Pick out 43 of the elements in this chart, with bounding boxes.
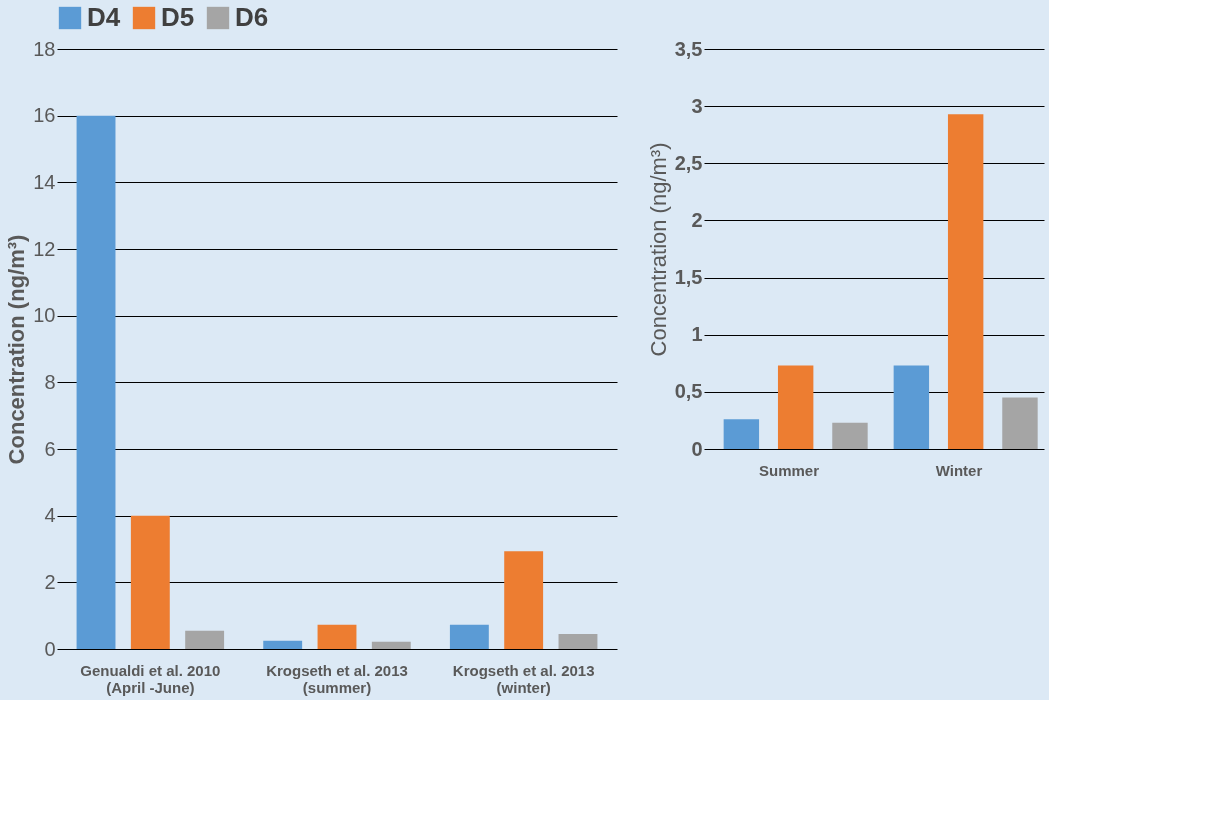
y-tick-label: 18 xyxy=(33,37,56,60)
bar xyxy=(893,365,930,449)
bar xyxy=(76,115,116,649)
y-tick-label: 2,5 xyxy=(674,151,703,174)
bar xyxy=(1002,397,1038,449)
x-tick-label: Krogseth et al. 2013 (winter) xyxy=(452,661,595,696)
y-tick-label: 1 xyxy=(691,323,703,346)
bar xyxy=(947,114,984,449)
x-tick-label: Krogseth et al. 2013 (summer) xyxy=(266,661,408,696)
bar xyxy=(317,624,357,649)
y-tick-label: 4 xyxy=(44,504,56,527)
y-tick-label: 3 xyxy=(691,94,703,117)
bar xyxy=(371,641,411,649)
y-tick-label: 6 xyxy=(44,437,56,460)
x-tick-label: Winter xyxy=(935,461,983,479)
y-tick-label: 14 xyxy=(33,170,56,193)
legend-label: D5 xyxy=(161,2,195,32)
y-axis-title: Concentration (ng/m³) xyxy=(4,234,30,465)
bar xyxy=(832,422,868,449)
y-tick-label: 10 xyxy=(33,304,56,327)
bar xyxy=(558,634,598,649)
bar xyxy=(777,365,814,449)
bar xyxy=(130,515,170,649)
bar xyxy=(263,640,303,649)
y-tick-label: 12 xyxy=(33,237,56,260)
y-tick-label: 3,5 xyxy=(674,37,703,60)
y-axis-title: Concentration (ng/m³) xyxy=(645,142,671,357)
x-tick-label: Summer xyxy=(758,461,820,479)
bar xyxy=(449,624,489,649)
y-tick-label: 0 xyxy=(44,637,56,660)
y-tick-label: 8 xyxy=(44,370,56,393)
x-tick-label: Genualdi et al. 2010 (April -June) xyxy=(80,661,221,696)
y-tick-label: 2 xyxy=(691,208,703,231)
y-tick-label: 0 xyxy=(691,437,703,460)
bar xyxy=(504,551,544,649)
y-tick-label: 2 xyxy=(44,570,56,593)
bar xyxy=(723,419,760,449)
y-tick-label: 0,5 xyxy=(674,380,703,403)
y-tick-label: 1,5 xyxy=(674,266,703,289)
y-tick-label: 16 xyxy=(33,104,56,127)
bar xyxy=(185,630,225,649)
legend-label: D4 xyxy=(87,2,121,32)
legend-label: D6 xyxy=(235,2,269,32)
